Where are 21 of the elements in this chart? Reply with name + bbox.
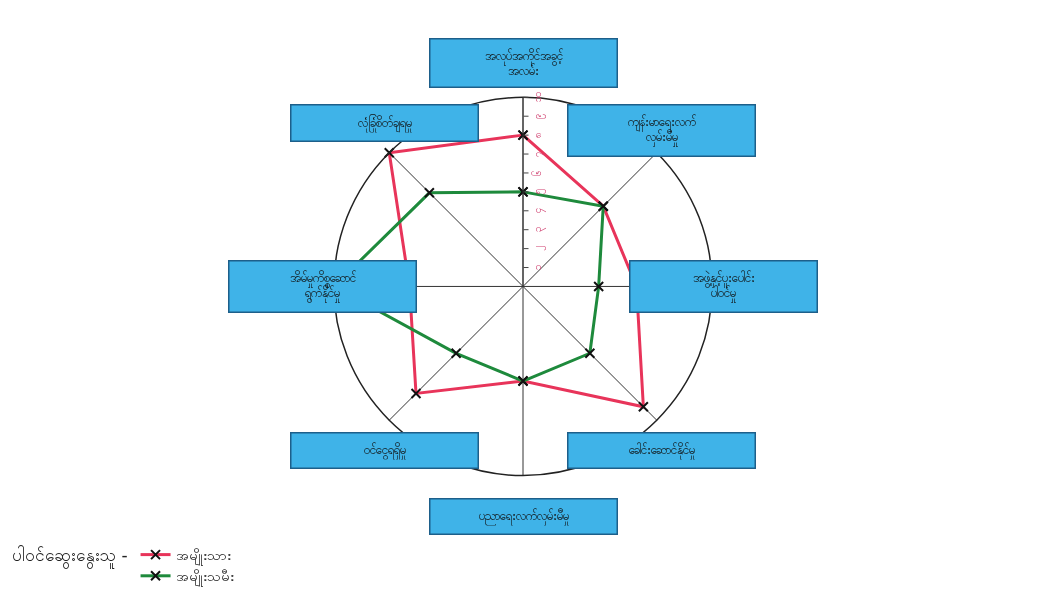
- spoke-label: ပညာရေးလက်လှမ်းမီမှု: [478, 507, 569, 526]
- y-tick-label: ၂: [531, 246, 546, 252]
- y-tick-label: ၆: [530, 169, 543, 176]
- y-tick-label: ၅: [531, 189, 546, 195]
- y-tick-label: ၁၀: [531, 92, 543, 103]
- y-tick-label: ၈: [531, 132, 543, 138]
- spoke-label: ဝင်ငွေရရှိမှု: [363, 441, 406, 460]
- spoke-label: ကျန်းမာရေးလက် လှမ်းမီမှု: [627, 113, 696, 148]
- y-tick-label: ၄: [531, 208, 546, 214]
- legend-label: အမျိုးသမီး: [175, 568, 234, 588]
- spoke-label: အလုပ်အကိုင်အခွင့် အလမ်း: [484, 47, 563, 79]
- legend-label: အမျိုးသား: [175, 547, 231, 567]
- y-tick-label: ၃: [531, 227, 546, 233]
- spoke-label: အဖွဲ့နှင့်ပူးပေါင်း ပါဝင်မှု: [692, 269, 755, 304]
- y-tick-label: ၁: [531, 265, 543, 271]
- spoke-label: ခေါင်းဆောင်နိုင်မှု: [628, 441, 695, 460]
- y-tick-label: ၇: [531, 151, 546, 157]
- legend-title: ပါဝင်ဆွေးနွေးသူ -: [12, 545, 128, 570]
- spoke-label: အိမ်မှုကိစ္စဆောင် ရွက်နိုင်မှု: [289, 269, 356, 304]
- y-tick-label: ၉: [531, 113, 546, 119]
- spoke-label: လုံခြုံစိတ်ချရမှု: [357, 113, 412, 133]
